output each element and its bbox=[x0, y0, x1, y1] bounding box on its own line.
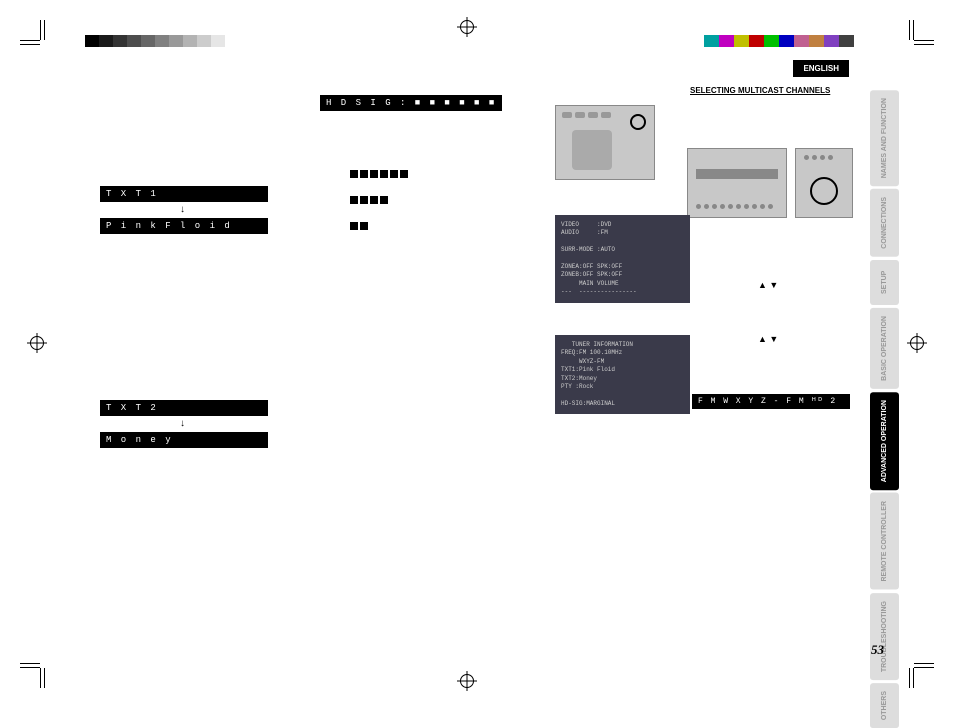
hd-sig-display: H D S I G : ■ ■ ■ ■ ■ ■ bbox=[320, 95, 502, 111]
txt2-arrow-icon: ↓ bbox=[180, 418, 185, 429]
osd-main-info: VIDEO :DVD AUDIO :FM SURR-MODE :AUTO ZON… bbox=[555, 215, 690, 303]
side-tab-7[interactable]: OTHERS bbox=[870, 683, 899, 728]
unit-highlighted-button bbox=[810, 177, 838, 205]
side-tab-1[interactable]: CONNECTIONS bbox=[870, 189, 899, 257]
main-unit-image-left bbox=[687, 148, 787, 218]
txt1-arrow-icon: ↓ bbox=[180, 204, 185, 215]
main-unit-image-right bbox=[795, 148, 853, 218]
signal-strength-indicator bbox=[350, 170, 408, 248]
remote-control-image bbox=[555, 105, 655, 180]
side-tab-5[interactable]: REMOTE CONTROLLER bbox=[870, 493, 899, 590]
nav-arrows-1: ▲ ▼ bbox=[758, 280, 778, 290]
colorbar-color bbox=[704, 35, 854, 47]
side-tab-3[interactable]: BASIC OPERATION bbox=[870, 308, 899, 389]
side-tabs: NAMES AND FUNCTION CONNECTIONS SETUP BASIC … bbox=[870, 90, 899, 728]
section-heading: SELECTING MULTICAST CHANNELS bbox=[690, 86, 830, 95]
page-number: 53 bbox=[871, 642, 884, 658]
txt2-label: T X T 2 bbox=[100, 400, 268, 416]
remote-highlighted-button bbox=[630, 114, 646, 130]
side-tab-2[interactable]: SETUP bbox=[870, 260, 899, 305]
side-tab-0[interactable]: NAMES AND FUNCTION bbox=[870, 90, 899, 186]
osd-tuner-info: TUNER INFORMATION FREQ:FM 100.10MHz WXYZ… bbox=[555, 335, 690, 414]
nav-arrows-2: ▲ ▼ bbox=[758, 334, 778, 344]
txt2-value: M o n e y bbox=[100, 432, 268, 448]
side-tab-4[interactable]: ADVANCED OPERATION bbox=[870, 392, 899, 490]
colorbar-grayscale bbox=[85, 35, 225, 47]
fm-display-bar: F M W X Y Z - F M ᴴᴰ 2 bbox=[692, 394, 850, 409]
txt1-value: P i n k F l o i d bbox=[100, 218, 268, 234]
language-tab: ENGLISH bbox=[793, 60, 849, 77]
txt1-label: T X T 1 bbox=[100, 186, 268, 202]
side-tab-6[interactable]: TROUBLESHOOTING bbox=[870, 593, 899, 680]
